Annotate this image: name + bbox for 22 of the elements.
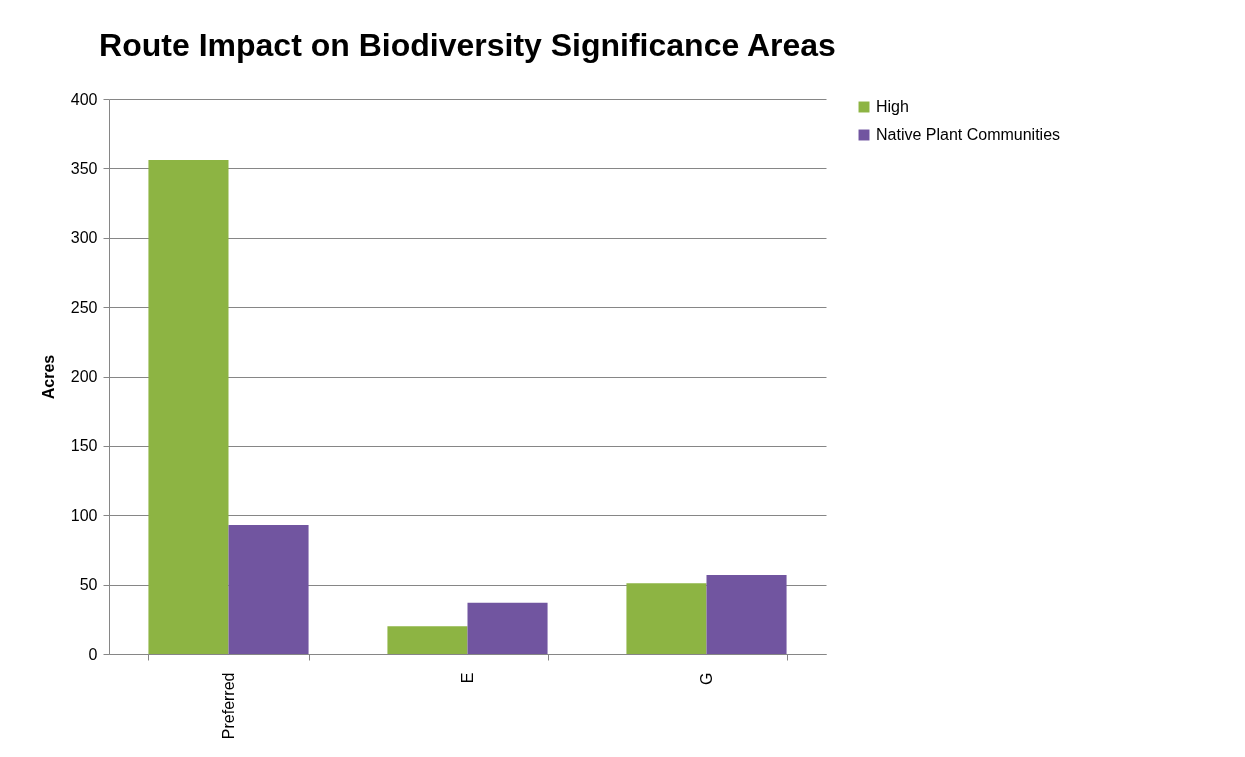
bar bbox=[467, 602, 548, 654]
bar bbox=[387, 626, 468, 654]
bar bbox=[148, 160, 229, 654]
bar bbox=[706, 574, 787, 654]
bar bbox=[228, 524, 309, 654]
legend-label: Native Plant Communities bbox=[876, 126, 1061, 143]
y-tick-label: 300 bbox=[70, 229, 98, 247]
x-tick-label: G bbox=[698, 672, 715, 685]
x-tick-label: Preferred bbox=[220, 672, 237, 740]
chart-title: Route Impact on Biodiversity Significance Areas bbox=[99, 27, 836, 63]
y-tick-label: 200 bbox=[70, 368, 98, 385]
bar bbox=[626, 583, 707, 654]
y-tick-label: 50 bbox=[79, 576, 98, 594]
x-tick-label: E bbox=[459, 672, 476, 684]
y-tick-label: 150 bbox=[70, 437, 98, 455]
y-tick-label: 350 bbox=[70, 159, 98, 177]
y-tick-label: 400 bbox=[70, 90, 98, 108]
y-tick-label: 0 bbox=[88, 645, 98, 663]
y-tick-label: 250 bbox=[70, 298, 98, 316]
y-tick-label: 100 bbox=[70, 506, 98, 524]
y-axis-title: Acres bbox=[39, 354, 57, 400]
legend-label: High bbox=[876, 98, 909, 115]
